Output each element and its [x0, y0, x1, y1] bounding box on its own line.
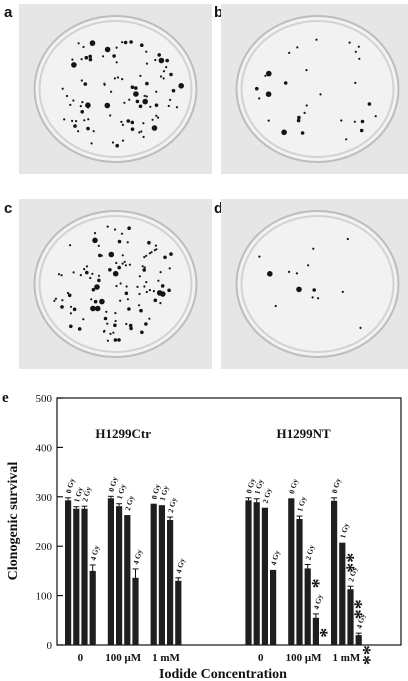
dose-label: 1 Gy: [295, 495, 308, 512]
bar: [89, 570, 96, 645]
dose-label: 2 Gy: [346, 565, 359, 582]
panel-label-b: b: [214, 4, 224, 21]
bar: [331, 500, 338, 645]
panel-label-c: c: [4, 200, 13, 217]
concentration-label: 1 mM: [152, 652, 180, 664]
dose-label: 2 Gy: [166, 496, 179, 513]
dose-label: 0 Gy: [149, 483, 162, 500]
y-tick-label: 100: [36, 591, 53, 603]
bar: [175, 580, 182, 645]
bar: [150, 503, 157, 645]
dose-label: 0 Gy: [64, 477, 77, 494]
petri-dish-photo-c: [19, 199, 212, 369]
significance-marker: *: [310, 628, 332, 638]
significance-marker: **: [344, 599, 366, 619]
dose-label: 2 Gy: [123, 494, 136, 511]
bar: [339, 542, 346, 645]
bar: [245, 500, 252, 645]
petri-dish-photo-a: [19, 4, 212, 174]
dose-label: 4 Gy: [131, 548, 144, 565]
dose-label: 4 Gy: [269, 549, 282, 566]
x-axis-label: Iodide Concentration: [159, 667, 287, 681]
bar: [304, 568, 311, 645]
group-title: H1299NT: [277, 426, 332, 441]
significance-marker: **: [336, 553, 358, 573]
dose-label: 0 Gy: [107, 476, 120, 493]
dose-label: 1 Gy: [252, 478, 265, 495]
dose-label: 2 Gy: [80, 485, 93, 502]
petri-dish-photo-d: [221, 199, 408, 369]
dose-label: 2 Gy: [261, 487, 274, 504]
group-title: H1299Ctr: [95, 426, 151, 441]
dose-label: 1 Gy: [338, 522, 351, 539]
concentration-label: 100 μM: [105, 652, 141, 664]
bar: [124, 515, 131, 645]
panel-label-e: e: [2, 390, 9, 406]
y-tick-label: 500: [36, 393, 53, 405]
panel-label-a: a: [4, 4, 13, 21]
bar: [132, 577, 139, 645]
dose-label: 0 Gy: [330, 477, 343, 494]
concentration-label: 0: [78, 652, 84, 664]
dose-label: 4 Gy: [88, 544, 101, 561]
bar: [167, 520, 174, 645]
y-tick-label: 200: [36, 541, 53, 553]
panel-label-d: d: [214, 200, 224, 217]
bar: [73, 508, 80, 645]
y-tick-label: 0: [47, 640, 53, 652]
concentration-label: 100 μM: [286, 652, 322, 664]
dose-label: 4 Gy: [312, 593, 325, 610]
petri-dish-photo-b: [221, 4, 408, 174]
dose-label: 1 Gy: [72, 486, 85, 503]
bar: [107, 498, 114, 645]
dose-label: 4 Gy: [354, 612, 367, 629]
bar: [65, 500, 72, 645]
y-axis-label: Clonogenic survival: [6, 462, 21, 581]
bar: [261, 507, 268, 645]
significance-marker: **: [352, 645, 374, 665]
y-tick-label: 300: [36, 492, 53, 504]
bar: [288, 498, 295, 645]
bar: [355, 635, 362, 645]
bar: [270, 569, 277, 645]
dose-label: 0 Gy: [244, 477, 257, 494]
bar: [347, 589, 354, 645]
plot-frame: [56, 397, 402, 646]
concentration-label: 0: [258, 652, 264, 664]
bar: [81, 508, 88, 645]
dose-label: 1 Gy: [158, 484, 171, 501]
bar: [116, 506, 123, 645]
dose-label: 1 Gy: [115, 483, 128, 500]
bar: [158, 505, 165, 645]
bar: [253, 502, 260, 645]
y-tick-label: 400: [36, 442, 53, 454]
dose-label: 0 Gy: [287, 478, 300, 495]
concentration-label: 1 mM: [333, 652, 361, 664]
bar: [312, 617, 319, 645]
dose-label: 2 Gy: [303, 544, 316, 561]
bar: [296, 519, 303, 645]
significance-marker: *: [301, 578, 323, 588]
dose-label: 4 Gy: [174, 557, 187, 574]
